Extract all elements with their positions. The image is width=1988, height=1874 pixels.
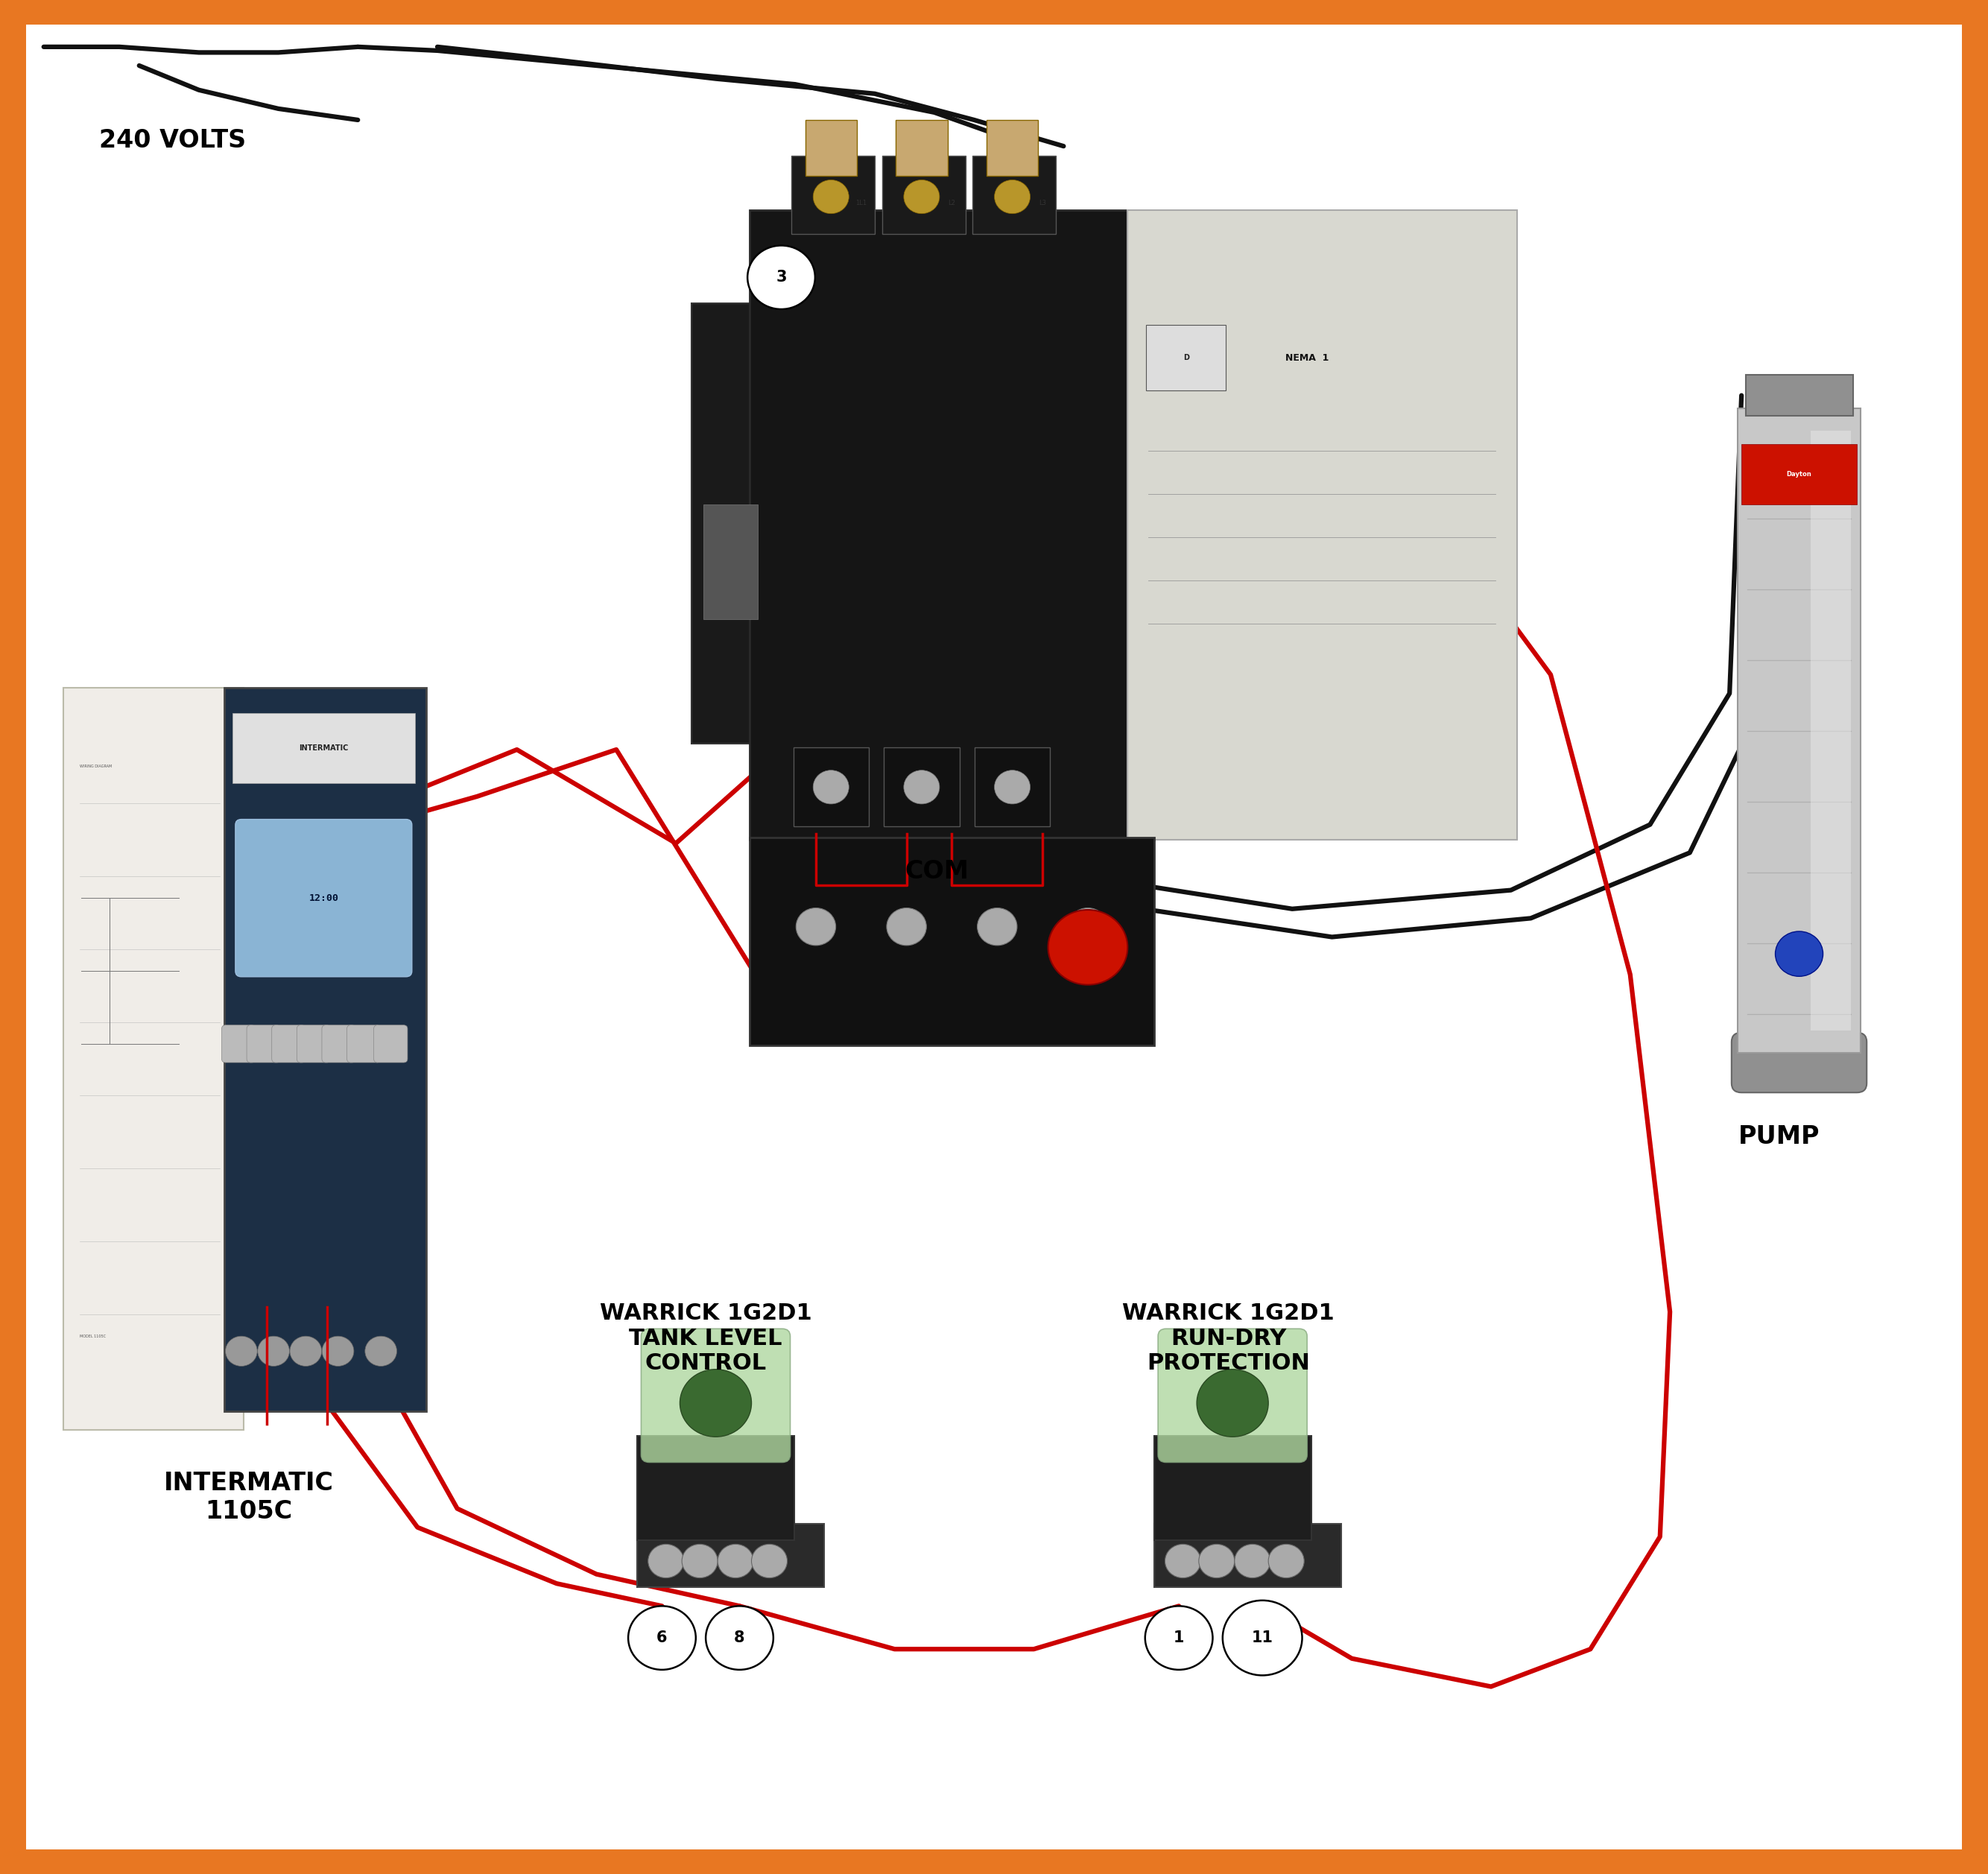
Text: 3: 3 — [775, 270, 787, 285]
Text: 1L1: 1L1 — [855, 199, 867, 206]
FancyBboxPatch shape — [1738, 409, 1861, 1053]
FancyBboxPatch shape — [636, 1435, 793, 1540]
Text: 240 VOLTS: 240 VOLTS — [99, 127, 247, 154]
Circle shape — [1268, 1544, 1304, 1578]
FancyBboxPatch shape — [1745, 375, 1853, 416]
Text: 1: 1 — [1173, 1630, 1185, 1645]
FancyBboxPatch shape — [225, 688, 425, 1411]
FancyBboxPatch shape — [897, 120, 948, 176]
Circle shape — [905, 180, 940, 214]
FancyBboxPatch shape — [26, 24, 1962, 1850]
Circle shape — [1235, 1544, 1270, 1578]
FancyBboxPatch shape — [883, 156, 966, 234]
Circle shape — [366, 1336, 398, 1366]
Text: 11: 11 — [1252, 1630, 1272, 1645]
FancyBboxPatch shape — [1153, 1435, 1310, 1540]
Circle shape — [718, 1544, 753, 1578]
FancyBboxPatch shape — [1157, 1329, 1308, 1462]
FancyBboxPatch shape — [1741, 444, 1857, 504]
Circle shape — [978, 907, 1018, 944]
Circle shape — [994, 180, 1030, 214]
FancyBboxPatch shape — [247, 1025, 280, 1063]
FancyBboxPatch shape — [272, 1025, 306, 1063]
FancyBboxPatch shape — [704, 504, 757, 618]
Circle shape — [1199, 1544, 1235, 1578]
Text: L2: L2 — [948, 199, 956, 206]
Text: WARRICK 1G2D1
TANK LEVEL
CONTROL: WARRICK 1G2D1 TANK LEVEL CONTROL — [600, 1302, 811, 1374]
Circle shape — [747, 245, 815, 309]
Text: INTERMATIC: INTERMATIC — [298, 744, 348, 751]
FancyBboxPatch shape — [1127, 210, 1517, 840]
Circle shape — [887, 907, 926, 944]
FancyBboxPatch shape — [805, 120, 857, 176]
Circle shape — [225, 1336, 256, 1366]
Text: COM: COM — [905, 858, 968, 885]
FancyBboxPatch shape — [974, 748, 1050, 826]
FancyBboxPatch shape — [749, 838, 1155, 1046]
FancyBboxPatch shape — [972, 156, 1056, 234]
Text: 6: 6 — [656, 1630, 668, 1645]
Circle shape — [1068, 907, 1107, 944]
Text: WIRING DIAGRAM: WIRING DIAGRAM — [80, 765, 111, 768]
FancyBboxPatch shape — [986, 120, 1038, 176]
FancyBboxPatch shape — [749, 210, 1155, 840]
Text: 8: 8 — [734, 1630, 746, 1645]
Circle shape — [795, 907, 835, 944]
Text: 12:00: 12:00 — [308, 894, 338, 903]
FancyBboxPatch shape — [640, 1329, 789, 1462]
Circle shape — [706, 1606, 773, 1670]
Text: PUMP: PUMP — [1738, 1124, 1821, 1149]
FancyBboxPatch shape — [221, 1025, 254, 1063]
FancyBboxPatch shape — [235, 819, 412, 976]
Circle shape — [1775, 931, 1823, 976]
Circle shape — [1223, 1600, 1302, 1675]
FancyBboxPatch shape — [1811, 431, 1851, 1031]
FancyBboxPatch shape — [791, 156, 875, 234]
Text: NEMA  1: NEMA 1 — [1284, 352, 1328, 362]
FancyBboxPatch shape — [64, 688, 245, 1430]
Text: WARRICK 1G2D1
RUN-DRY
PROTECTION: WARRICK 1G2D1 RUN-DRY PROTECTION — [1123, 1302, 1334, 1374]
Circle shape — [648, 1544, 684, 1578]
Circle shape — [322, 1336, 354, 1366]
Circle shape — [1048, 911, 1127, 986]
Text: L3: L3 — [1040, 199, 1046, 206]
Circle shape — [258, 1336, 290, 1366]
Circle shape — [905, 770, 940, 804]
Circle shape — [290, 1336, 322, 1366]
Circle shape — [813, 770, 849, 804]
FancyBboxPatch shape — [374, 1025, 408, 1063]
FancyBboxPatch shape — [322, 1025, 356, 1063]
Circle shape — [1197, 1370, 1268, 1437]
Circle shape — [751, 1544, 787, 1578]
Circle shape — [1145, 1606, 1213, 1670]
FancyBboxPatch shape — [346, 1025, 382, 1063]
FancyBboxPatch shape — [885, 748, 960, 826]
Text: Dayton: Dayton — [1787, 470, 1811, 478]
Text: MODEL 1105C: MODEL 1105C — [80, 1334, 105, 1338]
Text: INTERMATIC
1105C: INTERMATIC 1105C — [163, 1471, 334, 1524]
Circle shape — [680, 1370, 751, 1437]
FancyBboxPatch shape — [636, 1524, 823, 1587]
FancyBboxPatch shape — [1732, 1033, 1867, 1093]
Circle shape — [628, 1606, 696, 1670]
FancyBboxPatch shape — [1147, 324, 1227, 390]
FancyBboxPatch shape — [692, 304, 775, 744]
FancyBboxPatch shape — [233, 714, 415, 783]
Text: D: D — [1183, 354, 1189, 362]
Circle shape — [1165, 1544, 1201, 1578]
Circle shape — [994, 770, 1030, 804]
FancyBboxPatch shape — [1153, 1524, 1340, 1587]
FancyBboxPatch shape — [296, 1025, 330, 1063]
Circle shape — [813, 180, 849, 214]
Circle shape — [682, 1544, 718, 1578]
FancyBboxPatch shape — [793, 748, 869, 826]
